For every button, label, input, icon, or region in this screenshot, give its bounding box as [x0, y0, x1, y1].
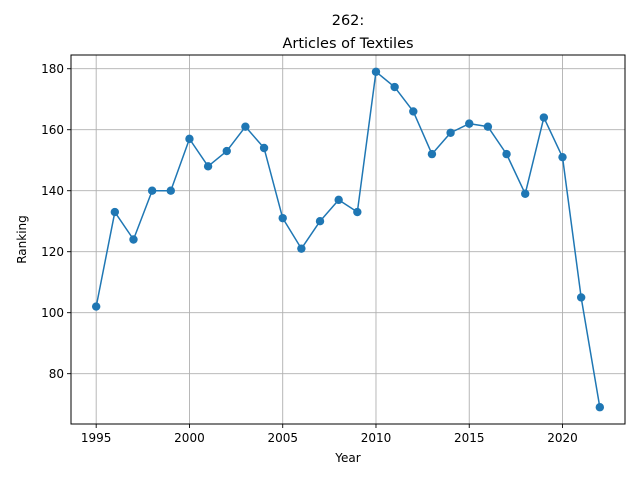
plot-frame: [70, 54, 626, 425]
data-point: [371, 67, 381, 76]
data-point: [521, 189, 530, 198]
data-point: [539, 113, 549, 122]
x-tick-label: 1995: [81, 431, 112, 445]
data-point: [297, 244, 306, 253]
y-tick-label: 140: [41, 184, 64, 198]
chart-title-line2: Articles of Textiles: [282, 36, 413, 52]
chart-title-line1: 262:: [332, 13, 365, 29]
data-point: [409, 107, 418, 116]
x-tick-label: 2015: [454, 431, 485, 445]
data-point: [353, 207, 362, 217]
data-point: [203, 162, 213, 171]
data-point: [483, 122, 493, 131]
data-point: [166, 186, 175, 195]
data-point: [129, 235, 138, 244]
data-point: [502, 149, 511, 159]
x-tick-label: 2020: [547, 431, 578, 445]
data-point: [241, 122, 250, 131]
data-point: [334, 195, 343, 205]
x-tick-label: 2000: [174, 431, 205, 445]
y-tick-label: 120: [41, 245, 64, 259]
data-point: [222, 146, 231, 156]
series-line: [95, 71, 601, 408]
data-point: [259, 143, 269, 153]
data-point: [465, 119, 474, 128]
y-axis-label: Ranking: [15, 215, 29, 264]
data-point: [446, 128, 455, 137]
data-point: [110, 207, 120, 217]
y-tick-label: 80: [49, 367, 64, 381]
data-point: [576, 293, 586, 302]
data-point: [427, 149, 437, 159]
data-point: [185, 134, 194, 144]
y-tick-label: 100: [41, 306, 64, 320]
data-point: [595, 403, 605, 412]
y-tick-label: 180: [41, 62, 64, 76]
x-tick-label: 2005: [267, 431, 298, 445]
data-point: [278, 213, 287, 223]
series-layer: [91, 67, 605, 412]
data-point: [315, 217, 325, 226]
data-point: [558, 152, 567, 162]
grid: [71, 55, 625, 424]
data-point: [390, 82, 399, 92]
data-point: [147, 186, 157, 195]
data-point: [91, 302, 101, 311]
axis-ticks: 1995 2000 2005 2010 2015 2020 80 100 120 140 160 18…: [41, 62, 578, 445]
x-axis-label: Year: [334, 451, 360, 465]
x-tick-label: 2010: [361, 431, 392, 445]
y-tick-label: 160: [41, 123, 64, 137]
